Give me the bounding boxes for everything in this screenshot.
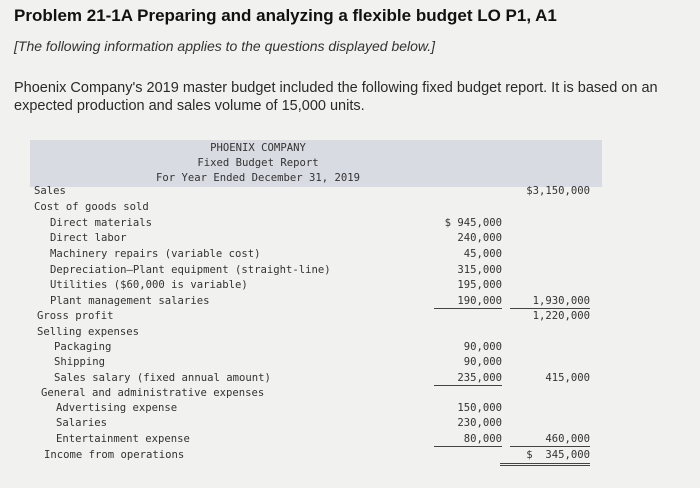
- report-name: Fixed Budget Report: [197, 157, 319, 169]
- report-row-label: Selling expenses: [37, 326, 140, 338]
- report-row-amount: 315,000: [457, 264, 502, 276]
- report-row-label: Cost of goods sold: [34, 201, 149, 213]
- report-row-label: Shipping: [54, 356, 106, 368]
- report-row-amount: 80,000: [463, 433, 502, 445]
- report-header-band: [30, 140, 602, 187]
- subtotal-rule: [510, 308, 590, 309]
- report-row-amount: 240,000: [457, 232, 502, 244]
- report-row-amount: 190,000: [457, 295, 502, 307]
- report-row-label: Gross profit: [37, 310, 114, 322]
- problem-title: Problem 21-1A Preparing and analyzing a …: [14, 6, 557, 25]
- report-row-label: Income from operations: [44, 449, 185, 461]
- report-row-label: Entertainment expense: [56, 433, 190, 445]
- report-row-total: 415,000: [545, 372, 590, 384]
- report-row-label: Plant management salaries: [50, 295, 210, 307]
- subtotal-rule: [434, 308, 502, 309]
- report-row-total: 460,000: [545, 433, 590, 445]
- subtotal-rule: [510, 446, 590, 447]
- report-row-label: Packaging: [54, 341, 112, 353]
- report-row-label: Sales salary (fixed annual amount): [54, 372, 271, 384]
- report-row-amount: 90,000: [463, 341, 502, 353]
- report-row-label: General and administrative expenses: [41, 387, 265, 399]
- report-row-label: Sales: [34, 185, 66, 197]
- subtotal-rule: [434, 446, 502, 447]
- report-row-amount: 45,000: [463, 248, 502, 260]
- report-row-amount: 90,000: [463, 356, 502, 368]
- report-period: For Year Ended December 31, 2019: [155, 172, 361, 184]
- report-row-amount: 195,000: [457, 279, 502, 291]
- fixed-budget-report: PHOENIX COMPANY Fixed Budget Report For …: [30, 140, 602, 470]
- report-company: PHOENIX COMPANY: [210, 142, 306, 154]
- report-row-total: $3,150,000: [526, 185, 590, 197]
- report-row-amount: 235,000: [457, 372, 502, 384]
- report-row-label: Advertising expense: [56, 402, 178, 414]
- report-row-total: 1,220,000: [532, 310, 590, 322]
- report-row-total: 1,930,000: [532, 295, 590, 307]
- report-row-label: Machinery repairs (variable cost): [50, 248, 261, 260]
- report-row-label: Utilities ($60,000 is variable): [50, 279, 248, 291]
- report-row-total: $ 345,000: [526, 449, 590, 461]
- info-note: [The following information applies to th…: [14, 38, 436, 54]
- intro-paragraph: Phoenix Company's 2019 master budget inc…: [14, 80, 658, 114]
- subtotal-rule: [434, 385, 502, 386]
- report-row-amount: $ 945,000: [444, 217, 502, 229]
- report-row-amount: 230,000: [457, 417, 502, 429]
- report-row-label: Salaries: [56, 417, 108, 429]
- report-row-label: Direct materials: [50, 217, 153, 229]
- report-row-label: Direct labor: [50, 232, 127, 244]
- total-double-rule: [500, 463, 590, 466]
- report-row-amount: 150,000: [457, 402, 502, 414]
- report-row-label: Depreciation—Plant equipment (straight-l…: [50, 264, 331, 276]
